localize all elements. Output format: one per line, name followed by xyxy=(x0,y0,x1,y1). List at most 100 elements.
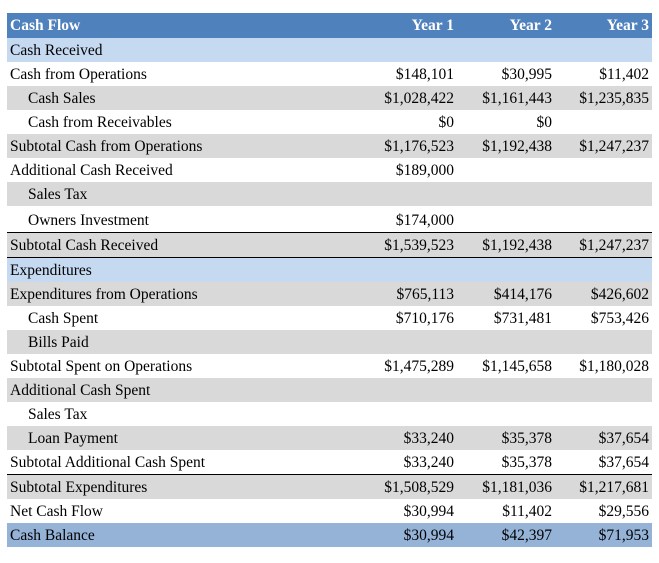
cell-year-1: $1,028,422 xyxy=(359,86,457,110)
cell-year-3: $11,402 xyxy=(555,62,652,86)
cell-year-3: $1,180,028 xyxy=(555,354,652,378)
cell-year-2: $35,378 xyxy=(457,426,555,450)
cell-year-1: $30,994 xyxy=(359,499,457,523)
table-row: Bills Paid xyxy=(7,330,652,354)
cell-year-1: $1,176,523 xyxy=(359,134,457,158)
cell-year-1: $1,508,529 xyxy=(359,474,457,499)
cell-year-1 xyxy=(359,38,457,62)
table-row: Net Cash Flow $30,994 $11,402 $29,556 xyxy=(7,499,652,523)
cell-year-1: $189,000 xyxy=(359,158,457,182)
row-label: Cash Spent xyxy=(7,306,359,330)
cell-year-3: $37,654 xyxy=(555,450,652,475)
cell-year-2: $11,402 xyxy=(457,499,555,523)
cell-year-2: $1,192,438 xyxy=(457,134,555,158)
row-label: Loan Payment xyxy=(7,426,359,450)
cell-year-3 xyxy=(555,378,652,402)
cell-year-2 xyxy=(457,402,555,426)
cell-year-3 xyxy=(555,330,652,354)
cell-year-2 xyxy=(457,257,555,282)
row-label: Cash Received xyxy=(7,38,359,62)
cell-year-2 xyxy=(457,378,555,402)
cell-year-3: $29,556 xyxy=(555,499,652,523)
table-row: Subtotal Cash Received $1,539,523 $1,192… xyxy=(7,232,652,258)
table-row: Cash Balance $30,994 $42,397 $71,953 xyxy=(7,523,652,547)
row-label: Expenditures xyxy=(7,257,359,282)
cell-year-1 xyxy=(359,182,457,206)
table-row: Expenditures xyxy=(7,257,652,282)
header-year-3: Year 3 xyxy=(555,13,652,38)
cell-year-3: $753,426 xyxy=(555,306,652,330)
cell-year-1: $174,000 xyxy=(359,206,457,233)
row-label: Cash Balance xyxy=(7,523,359,547)
cash-flow-sheet: Cash Flow Year 1 Year 2 Year 3 Cash Rece… xyxy=(7,13,652,547)
cell-year-1: $710,176 xyxy=(359,306,457,330)
cell-year-2 xyxy=(457,182,555,206)
cell-year-3: $1,235,835 xyxy=(555,86,652,110)
table-row: Cash Received xyxy=(7,38,652,62)
cell-year-2: $30,995 xyxy=(457,62,555,86)
table-row: Additional Cash Spent xyxy=(7,378,652,402)
row-label: Cash from Operations xyxy=(7,62,359,86)
table-row: Subtotal Expenditures $1,508,529 $1,181,… xyxy=(7,474,652,499)
row-label: Expenditures from Operations xyxy=(7,282,359,306)
header-title: Cash Flow xyxy=(7,13,359,38)
table-row: Additional Cash Received $189,000 xyxy=(7,158,652,182)
row-label: Owners Investment xyxy=(7,206,359,233)
cell-year-1: $148,101 xyxy=(359,62,457,86)
cell-year-2 xyxy=(457,330,555,354)
table-row: Sales Tax xyxy=(7,182,652,206)
table-row: Subtotal Additional Cash Spent $33,240 $… xyxy=(7,450,652,475)
cell-year-2: $1,181,036 xyxy=(457,474,555,499)
row-label: Subtotal Cash from Operations xyxy=(7,134,359,158)
header-year-1: Year 1 xyxy=(359,13,457,38)
cell-year-1: $0 xyxy=(359,110,457,134)
row-label: Cash Sales xyxy=(7,86,359,110)
row-label: Subtotal Expenditures xyxy=(7,474,359,499)
table-row: Sales Tax xyxy=(7,402,652,426)
cell-year-1: $33,240 xyxy=(359,450,457,475)
row-label: Additional Cash Received xyxy=(7,158,359,182)
cell-year-3: $1,247,237 xyxy=(555,232,652,258)
cell-year-2: $1,161,443 xyxy=(457,86,555,110)
cell-year-3: $1,217,681 xyxy=(555,474,652,499)
cell-year-3 xyxy=(555,158,652,182)
table-row: Cash from Receivables $0 $0 xyxy=(7,110,652,134)
cell-year-2: $414,176 xyxy=(457,282,555,306)
row-label: Subtotal Spent on Operations xyxy=(7,354,359,378)
cell-year-3: $426,602 xyxy=(555,282,652,306)
row-label: Net Cash Flow xyxy=(7,499,359,523)
cell-year-3: $37,654 xyxy=(555,426,652,450)
cell-year-3 xyxy=(555,206,652,233)
cell-year-1: $30,994 xyxy=(359,523,457,547)
cell-year-3 xyxy=(555,402,652,426)
cell-year-1 xyxy=(359,402,457,426)
cell-year-2: $35,378 xyxy=(457,450,555,475)
row-label: Sales Tax xyxy=(7,182,359,206)
table-row: Subtotal Cash from Operations $1,176,523… xyxy=(7,134,652,158)
cell-year-3 xyxy=(555,257,652,282)
row-label: Cash from Receivables xyxy=(7,110,359,134)
table-row: Owners Investment $174,000 xyxy=(7,206,652,233)
cell-year-1 xyxy=(359,257,457,282)
table-row: Expenditures from Operations $765,113 $4… xyxy=(7,282,652,306)
cell-year-3: $1,247,237 xyxy=(555,134,652,158)
row-label: Bills Paid xyxy=(7,330,359,354)
row-label: Sales Tax xyxy=(7,402,359,426)
cell-year-2: $1,192,438 xyxy=(457,232,555,258)
table-row: Loan Payment $33,240 $35,378 $37,654 xyxy=(7,426,652,450)
cell-year-3 xyxy=(555,38,652,62)
header-year-2: Year 2 xyxy=(457,13,555,38)
cell-year-2 xyxy=(457,206,555,233)
cell-year-3 xyxy=(555,110,652,134)
table-row: Cash Spent $710,176 $731,481 $753,426 xyxy=(7,306,652,330)
row-label: Additional Cash Spent xyxy=(7,378,359,402)
cell-year-1: $1,539,523 xyxy=(359,232,457,258)
cell-year-2: $731,481 xyxy=(457,306,555,330)
cell-year-3 xyxy=(555,182,652,206)
table-row: Subtotal Spent on Operations $1,475,289 … xyxy=(7,354,652,378)
cell-year-3: $71,953 xyxy=(555,523,652,547)
cell-year-1: $765,113 xyxy=(359,282,457,306)
table-row: Cash Sales $1,028,422 $1,161,443 $1,235,… xyxy=(7,86,652,110)
cash-flow-table: Cash Flow Year 1 Year 2 Year 3 Cash Rece… xyxy=(7,13,652,547)
cell-year-1 xyxy=(359,330,457,354)
